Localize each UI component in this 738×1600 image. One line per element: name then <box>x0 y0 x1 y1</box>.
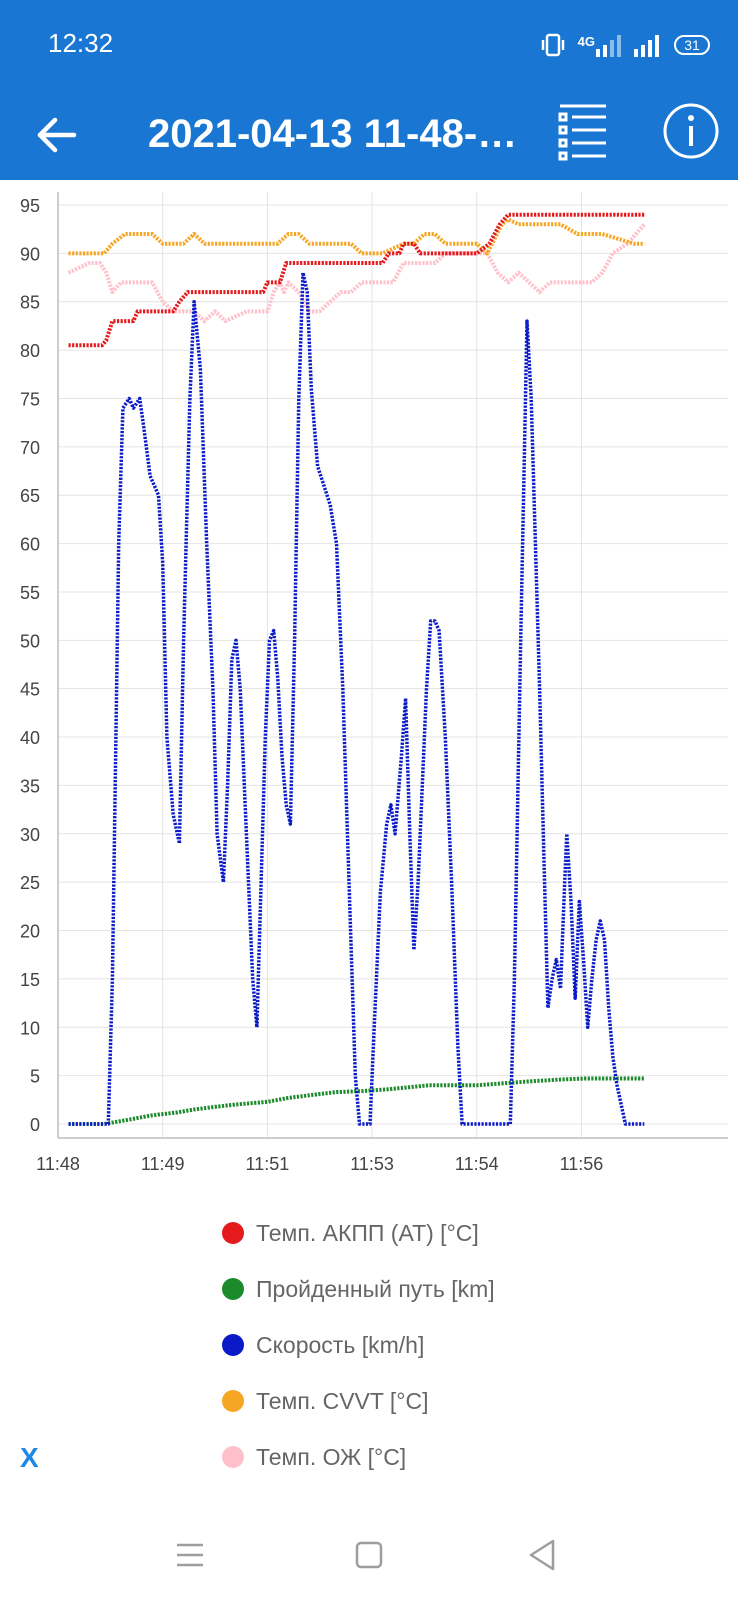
legend-item-cvvt-temp[interactable]: Темп. CVVT [°C] <box>222 1373 495 1429</box>
legend-dot <box>222 1390 244 1412</box>
status-bar: 12:32 4G 31 <box>0 0 738 90</box>
signal-icon <box>596 35 621 57</box>
legend-item-distance[interactable]: Пройденный путь [km] <box>222 1261 495 1317</box>
legend-item-coolant-temp[interactable]: Темп. ОЖ [°C] <box>222 1429 495 1485</box>
series-line-coolant-temp <box>67 222 646 324</box>
vibrate-icon <box>541 33 564 57</box>
close-legend-button[interactable]: X <box>20 1442 39 1473</box>
back-arrow-icon[interactable] <box>30 108 84 162</box>
y-tick-label: 50 <box>20 631 40 651</box>
series-line-at-temp <box>68 212 645 348</box>
chart-tick-labels: 0 5 10 15 20 25 30 35 40 45 50 55 60 65 70 75 80 85 90 95 11… <box>20 196 603 1174</box>
legend-dot <box>222 1446 244 1468</box>
x-tick-label: 11:48 <box>36 1154 80 1174</box>
y-tick-label: 85 <box>20 293 40 313</box>
y-tick-label: 0 <box>30 1115 40 1135</box>
legend-item-at-temp[interactable]: Темп. АКПП (AT) [°C] <box>222 1205 495 1261</box>
y-tick-label: 60 <box>20 535 40 555</box>
battery-icon: 31 <box>674 35 710 55</box>
y-tick-label: 45 <box>20 680 40 700</box>
list-icon[interactable] <box>558 102 622 166</box>
y-tick-label: 10 <box>20 1018 40 1038</box>
chart-legend: Темп. АКПП (AT) [°C] Пройденный путь [km… <box>222 1205 495 1485</box>
home-icon[interactable] <box>354 1540 384 1570</box>
status-icons: 4G 31 <box>540 30 710 60</box>
y-tick-label: 25 <box>20 873 40 893</box>
legend-dot <box>222 1334 244 1356</box>
system-nav-bar <box>0 1530 738 1600</box>
y-tick-label: 95 <box>20 196 40 216</box>
y-tick-label: 90 <box>20 244 40 264</box>
page-title: 2021-04-13 11-48-… <box>148 112 518 156</box>
y-tick-label: 65 <box>20 486 40 506</box>
legend-label: Темп. ОЖ [°C] <box>256 1443 407 1470</box>
app-toolbar: 2021-04-13 11-48-… <box>0 90 738 180</box>
x-tick-label: 11:51 <box>246 1154 290 1174</box>
legend-dot <box>222 1278 244 1300</box>
signal-icon <box>634 35 659 57</box>
back-triangle-icon[interactable] <box>527 1538 557 1572</box>
legend-label: Пройденный путь [km] <box>256 1275 495 1302</box>
chart-series-group <box>67 212 646 1126</box>
legend-dot <box>222 1222 244 1244</box>
y-tick-label: 5 <box>30 1067 40 1087</box>
series-line-distance <box>68 1076 645 1126</box>
x-tick-label: 11:53 <box>350 1154 394 1174</box>
y-tick-label: 55 <box>20 583 40 603</box>
x-tick-label: 11:49 <box>141 1154 185 1174</box>
menu-icon[interactable] <box>175 1540 205 1570</box>
info-icon[interactable] <box>660 100 722 162</box>
y-tick-label: 70 <box>20 438 40 458</box>
y-tick-label: 40 <box>20 728 40 748</box>
network-4g-indicator: 4G <box>578 33 622 57</box>
series-line-speed <box>68 270 645 1126</box>
x-tick-label: 11:56 <box>560 1154 604 1174</box>
legend-label: Скорость [km/h] <box>256 1331 425 1358</box>
status-time: 12:32 <box>48 28 114 58</box>
series-line-cvvt-temp <box>68 217 645 256</box>
legend-item-speed[interactable]: Скорость [km/h] <box>222 1317 495 1373</box>
legend-label: Темп. АКПП (AT) [°C] <box>256 1219 479 1246</box>
y-tick-label: 35 <box>20 776 40 796</box>
y-tick-label: 20 <box>20 922 40 942</box>
x-tick-label: 11:54 <box>455 1154 499 1174</box>
y-tick-label: 30 <box>20 825 40 845</box>
y-tick-label: 80 <box>20 341 40 361</box>
chart-grid <box>57 192 728 1139</box>
line-chart[interactable]: 0 5 10 15 20 25 30 35 40 45 50 55 60 65 70 75 80 85 90 95 11… <box>0 180 738 1200</box>
legend-label: Темп. CVVT [°C] <box>256 1387 429 1414</box>
y-tick-label: 15 <box>20 970 40 990</box>
y-tick-label: 75 <box>20 389 40 409</box>
